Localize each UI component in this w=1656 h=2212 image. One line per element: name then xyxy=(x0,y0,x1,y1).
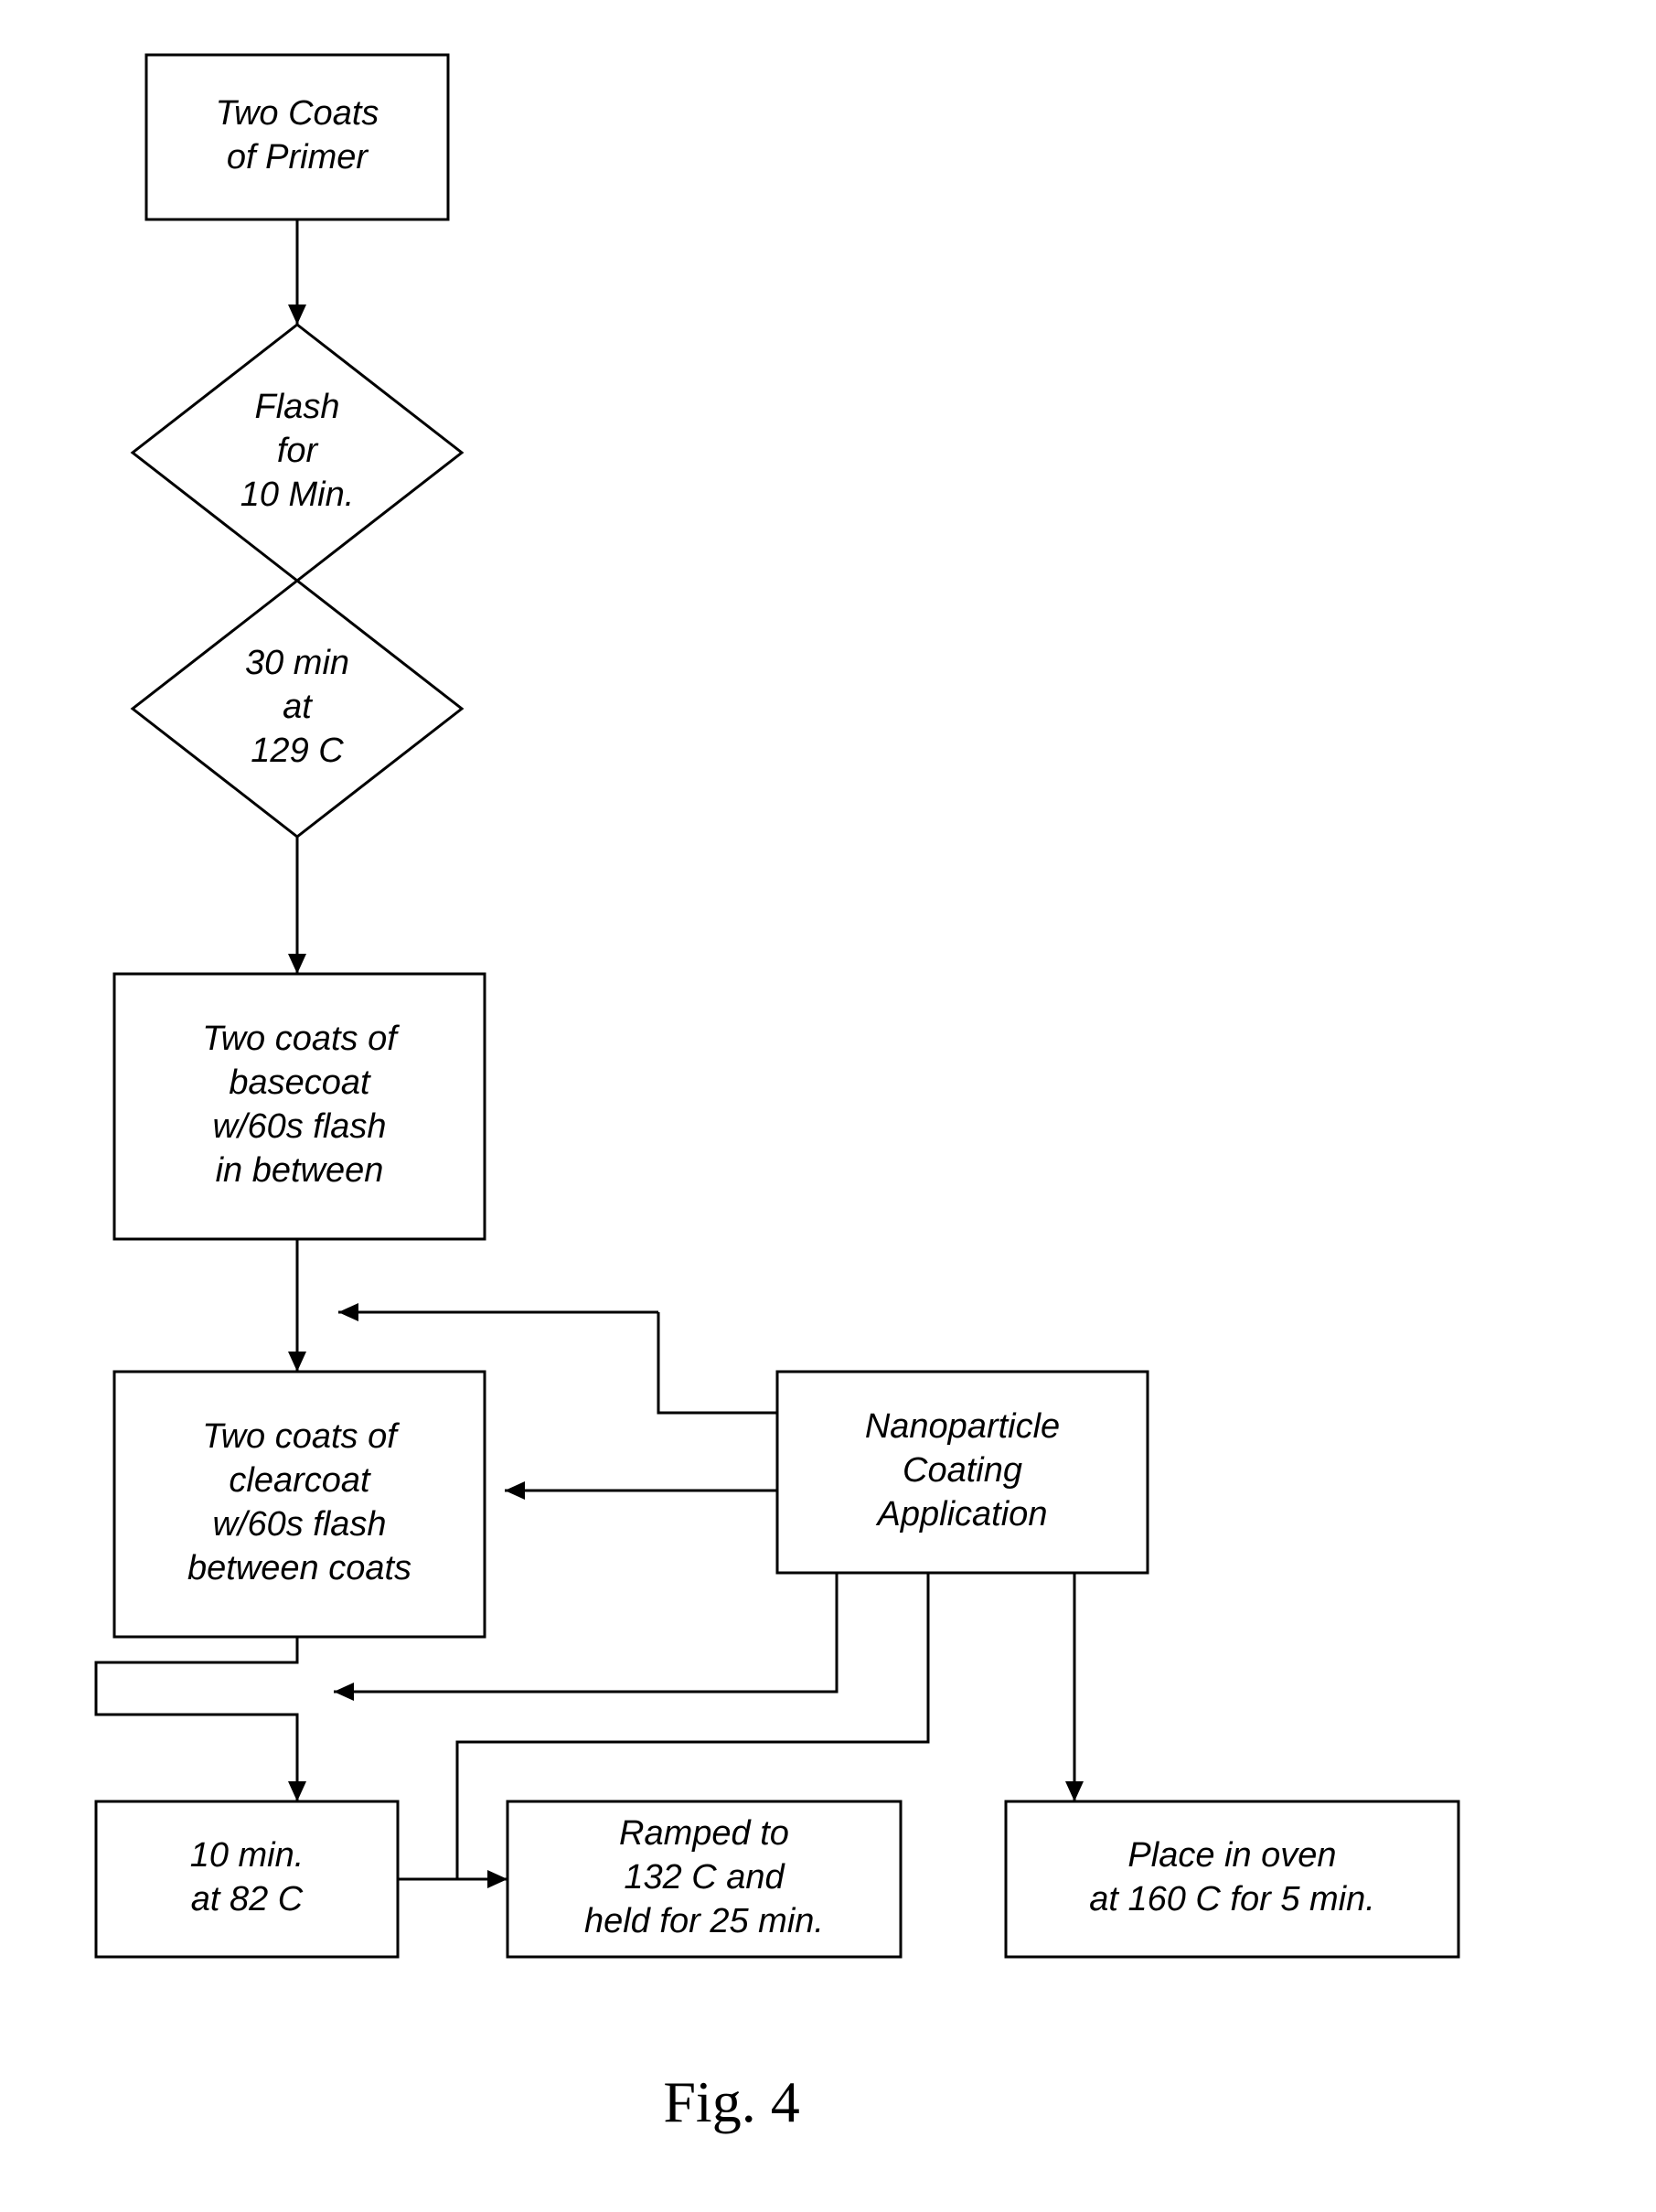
nano-label-1: Coating xyxy=(903,1451,1022,1490)
bake129-node: 30 min at 129 C xyxy=(133,581,462,837)
basecoat-label-1: basecoat xyxy=(229,1063,371,1102)
oven160-node: Place in oven at 160 C for 5 min. xyxy=(1006,1801,1458,1957)
bake129-label-2: 129 C xyxy=(251,732,344,770)
bake82-node: 10 min. at 82 C xyxy=(96,1801,398,1957)
ramp132-label-1: 132 C and xyxy=(624,1858,785,1897)
clearcoat-label-3: between coats xyxy=(187,1549,411,1587)
basecoat-node: Two coats of basecoat w/60s flash in betwee… xyxy=(114,974,485,1239)
flash10-label-1: for xyxy=(277,432,319,470)
ramp132-node: Ramped to 132 C and held for 25 min. xyxy=(507,1801,901,1957)
basecoat-label-2: w/60s flash xyxy=(212,1107,386,1146)
bake129-label-0: 30 min xyxy=(245,644,349,682)
basecoat-label-3: in between xyxy=(216,1151,384,1190)
nano-node: Nanoparticle Coating Application xyxy=(777,1372,1148,1573)
figure-label: Fig. 4 xyxy=(663,2069,799,2134)
flash10-node: Flash for 10 Min. xyxy=(133,325,462,581)
primer-label-0: Two Coats xyxy=(216,94,379,133)
bake82-label-1: at 82 C xyxy=(191,1880,304,1918)
clearcoat-node: Two coats of clearcoat w/60s flash between … xyxy=(114,1372,485,1637)
ramp132-label-0: Ramped to xyxy=(619,1814,789,1853)
ramp132-label-2: held for 25 min. xyxy=(584,1902,824,1940)
clearcoat-label-2: w/60s flash xyxy=(212,1505,386,1544)
primer-label-1: of Primer xyxy=(227,138,369,176)
flowchart-canvas: Two Coats of Primer Flash for 10 Min. 30 min a… xyxy=(0,0,1656,2212)
flash10-label-2: 10 Min. xyxy=(240,476,355,514)
primer-node: Two Coats of Primer xyxy=(146,55,448,219)
bake129-label-1: at xyxy=(283,688,313,726)
flash10-label-0: Flash xyxy=(255,388,340,426)
clearcoat-label-0: Two coats of xyxy=(202,1417,400,1456)
oven160-label-1: at 160 C for 5 min. xyxy=(1089,1880,1375,1918)
bake82-label-0: 10 min. xyxy=(190,1836,304,1875)
clearcoat-label-1: clearcoat xyxy=(229,1461,371,1500)
basecoat-label-0: Two coats of xyxy=(202,1020,400,1058)
nano-label-0: Nanoparticle xyxy=(865,1407,1060,1446)
oven160-label-0: Place in oven xyxy=(1127,1836,1336,1875)
nano-label-2: Application xyxy=(876,1495,1048,1533)
